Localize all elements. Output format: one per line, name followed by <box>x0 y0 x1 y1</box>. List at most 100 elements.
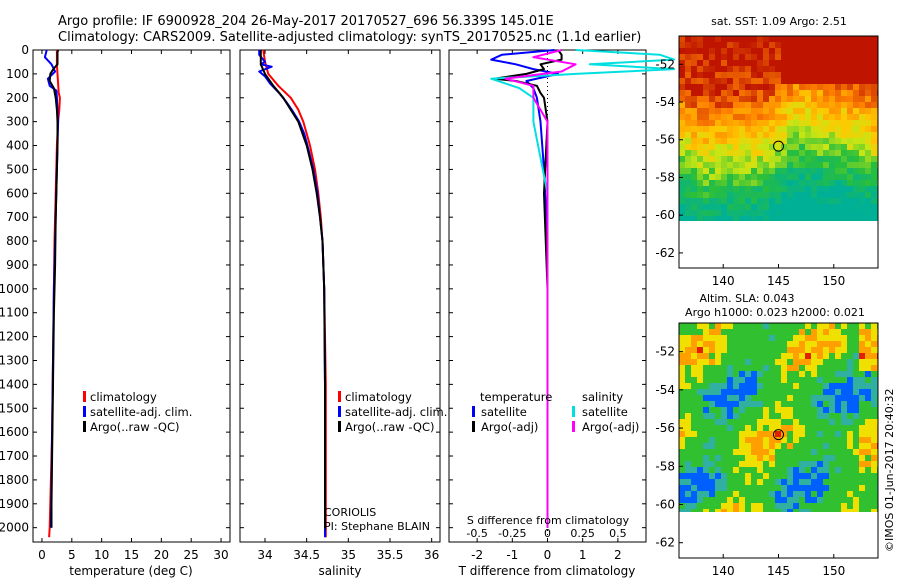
sla-cell <box>829 377 835 383</box>
sla-cell <box>829 473 835 479</box>
sst-cell <box>853 108 859 114</box>
sla-cell <box>709 443 715 449</box>
sla-cell <box>793 503 799 509</box>
sst-cell <box>739 84 745 90</box>
sst-cell <box>847 132 853 138</box>
sla-cell <box>841 485 847 491</box>
sst-cell <box>697 138 703 144</box>
sst-cell <box>793 60 799 66</box>
sst-cell <box>739 126 745 132</box>
sst-cell <box>715 192 721 198</box>
sst-cell <box>715 114 721 120</box>
sst-cell <box>775 48 781 54</box>
sla-cell <box>721 359 727 365</box>
sla-cell <box>871 329 877 335</box>
sst-cell <box>733 210 739 216</box>
sst-cell <box>805 216 811 221</box>
sst-cell <box>775 72 781 78</box>
sla-cell <box>715 395 721 401</box>
sla-cell <box>865 485 871 491</box>
sla-cell <box>697 413 703 419</box>
sst-cell <box>691 168 697 174</box>
sst-cell <box>781 180 787 186</box>
x-tick-label: 34.5 <box>293 548 320 562</box>
sst-cell <box>781 126 787 132</box>
sla-cell <box>769 347 775 353</box>
sla-cell <box>763 329 769 335</box>
sst-cell <box>781 90 787 96</box>
sla-cell <box>781 491 787 497</box>
sst-cell <box>775 66 781 72</box>
sst-cell <box>715 186 721 192</box>
s-diff-tick-label: 0 <box>544 527 551 540</box>
sla-cell <box>871 365 877 371</box>
sla-cell <box>685 341 691 347</box>
sla-cell <box>679 335 685 341</box>
sla-cell <box>793 341 799 347</box>
sla-cell <box>763 485 769 491</box>
sla-cell <box>823 497 829 503</box>
sst-cell <box>763 60 769 66</box>
sla-cell <box>871 413 877 419</box>
sla-cell <box>865 407 871 413</box>
sst-cell <box>781 186 787 192</box>
sst-cell <box>733 138 739 144</box>
sla-cell <box>805 455 811 461</box>
sst-cell <box>835 144 841 150</box>
sst-cell <box>727 126 733 132</box>
sst-cell <box>721 162 727 168</box>
sst-cell <box>691 120 697 126</box>
sla-cell <box>679 371 685 377</box>
sla-cell <box>799 437 805 443</box>
sst-cell <box>781 162 787 168</box>
sst-cell <box>799 156 805 162</box>
sst-cell <box>853 66 859 72</box>
sst-cell <box>799 168 805 174</box>
sst-cell <box>799 126 805 132</box>
sla-cell <box>763 443 769 449</box>
sst-cell <box>823 60 829 66</box>
sst-cell <box>709 174 715 180</box>
sla-cell <box>811 383 817 389</box>
sla-cell <box>733 509 739 512</box>
sst-cell <box>685 198 691 204</box>
sst-cell <box>787 114 793 120</box>
sst-cell <box>871 132 877 138</box>
sst-cell <box>805 108 811 114</box>
sst-cell <box>847 156 853 162</box>
sst-cell <box>781 150 787 156</box>
sla-cell <box>739 413 745 419</box>
sst-cell <box>715 150 721 156</box>
sla-cell <box>697 455 703 461</box>
sla-cell <box>745 497 751 503</box>
depth-tick-label: 500 <box>6 162 29 176</box>
sla-cell <box>799 401 805 407</box>
sst-cell <box>685 132 691 138</box>
sst-cell <box>685 174 691 180</box>
sst-cell <box>763 138 769 144</box>
sla-cell <box>775 395 781 401</box>
sst-cell <box>751 48 757 54</box>
sst-cell <box>733 168 739 174</box>
sla-cell <box>685 389 691 395</box>
sla-cell <box>715 383 721 389</box>
sla-cell <box>703 479 709 485</box>
sla-cell <box>709 347 715 353</box>
sst-cell <box>775 192 781 198</box>
sla-cell <box>805 509 811 512</box>
sla-cell <box>859 395 865 401</box>
sst-cell <box>835 48 841 54</box>
sst-cell <box>793 210 799 216</box>
sst-cell <box>721 66 727 72</box>
sst-cell <box>799 216 805 221</box>
sla-cell <box>679 443 685 449</box>
sst-cell <box>841 150 847 156</box>
sla-cell <box>733 329 739 335</box>
sst-cell <box>871 210 877 216</box>
sla-cell <box>829 341 835 347</box>
sla-cell <box>679 455 685 461</box>
sst-cell <box>763 84 769 90</box>
sla-cell <box>685 425 691 431</box>
sla-cell <box>679 383 685 389</box>
sla-cell <box>787 323 793 329</box>
